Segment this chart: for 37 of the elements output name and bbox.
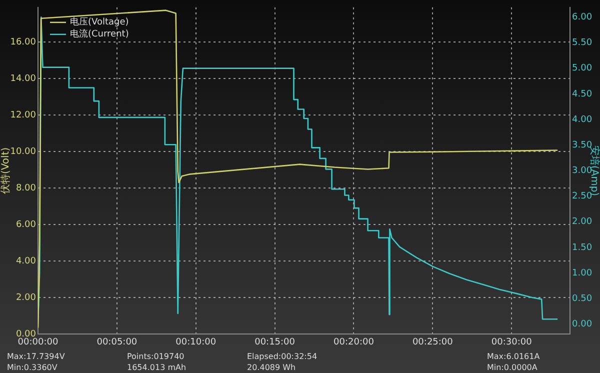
y-tick-label: 16.00 bbox=[10, 37, 36, 48]
text: 1654.013 mAh bbox=[127, 362, 188, 373]
x-tick-label: 00:20:00 bbox=[334, 338, 374, 348]
text: Elapsed:00:32:54 bbox=[247, 351, 318, 362]
y2-tick-label: 4.50 bbox=[572, 89, 592, 100]
y-tick-label: 8.00 bbox=[16, 183, 36, 194]
y-axis-title: 伏特(Volt) bbox=[0, 147, 12, 194]
x-tick-label: 00:00:00 bbox=[18, 338, 58, 348]
y-tick-label: 10.00 bbox=[10, 146, 36, 157]
y2-tick-label: 5.50 bbox=[572, 38, 592, 48]
y-tick-label: 4.00 bbox=[16, 256, 36, 266]
y2-tick-label: 0.00 bbox=[572, 320, 592, 330]
y2-tick-label: 5.00 bbox=[572, 64, 592, 74]
y-tick-label: 6.00 bbox=[16, 220, 36, 230]
y-tick-label: 12.00 bbox=[10, 110, 36, 120]
text: Points:019740 bbox=[127, 351, 186, 362]
text: Min:0.3360V bbox=[7, 362, 58, 373]
y2-tick-label: 4.00 bbox=[572, 114, 592, 125]
y2-tick-label: 6.00 bbox=[572, 12, 592, 22]
x-tick-label: 00:05:00 bbox=[96, 338, 138, 348]
text: Max:17.7394V bbox=[7, 351, 66, 362]
x-tick-label: 00:25:00 bbox=[412, 338, 454, 348]
x-tick-label: 00:15:00 bbox=[254, 338, 296, 348]
y2-tick-label: 1.00 bbox=[572, 268, 592, 278]
y2-tick-label: 2.00 bbox=[572, 217, 592, 228]
legend-label: 电流(Current) bbox=[70, 28, 129, 40]
text: Max:6.0161A bbox=[487, 351, 541, 362]
y-tick-label: 14.00 bbox=[10, 74, 36, 84]
x-tick-label: 00:30:00 bbox=[491, 338, 532, 348]
legend-label: 电压(Voltage) bbox=[70, 16, 129, 28]
x-tick-label: 00:10:00 bbox=[176, 338, 216, 348]
y-tick-label: 0.00 bbox=[16, 329, 36, 340]
y2-tick-label: 1.50 bbox=[572, 242, 592, 253]
text: 20.4089 Wh bbox=[247, 362, 297, 373]
y-tick-label: 2.00 bbox=[16, 292, 36, 303]
text: Min:0.0000A bbox=[487, 362, 538, 373]
y2-tick-label: 0.50 bbox=[572, 294, 592, 304]
